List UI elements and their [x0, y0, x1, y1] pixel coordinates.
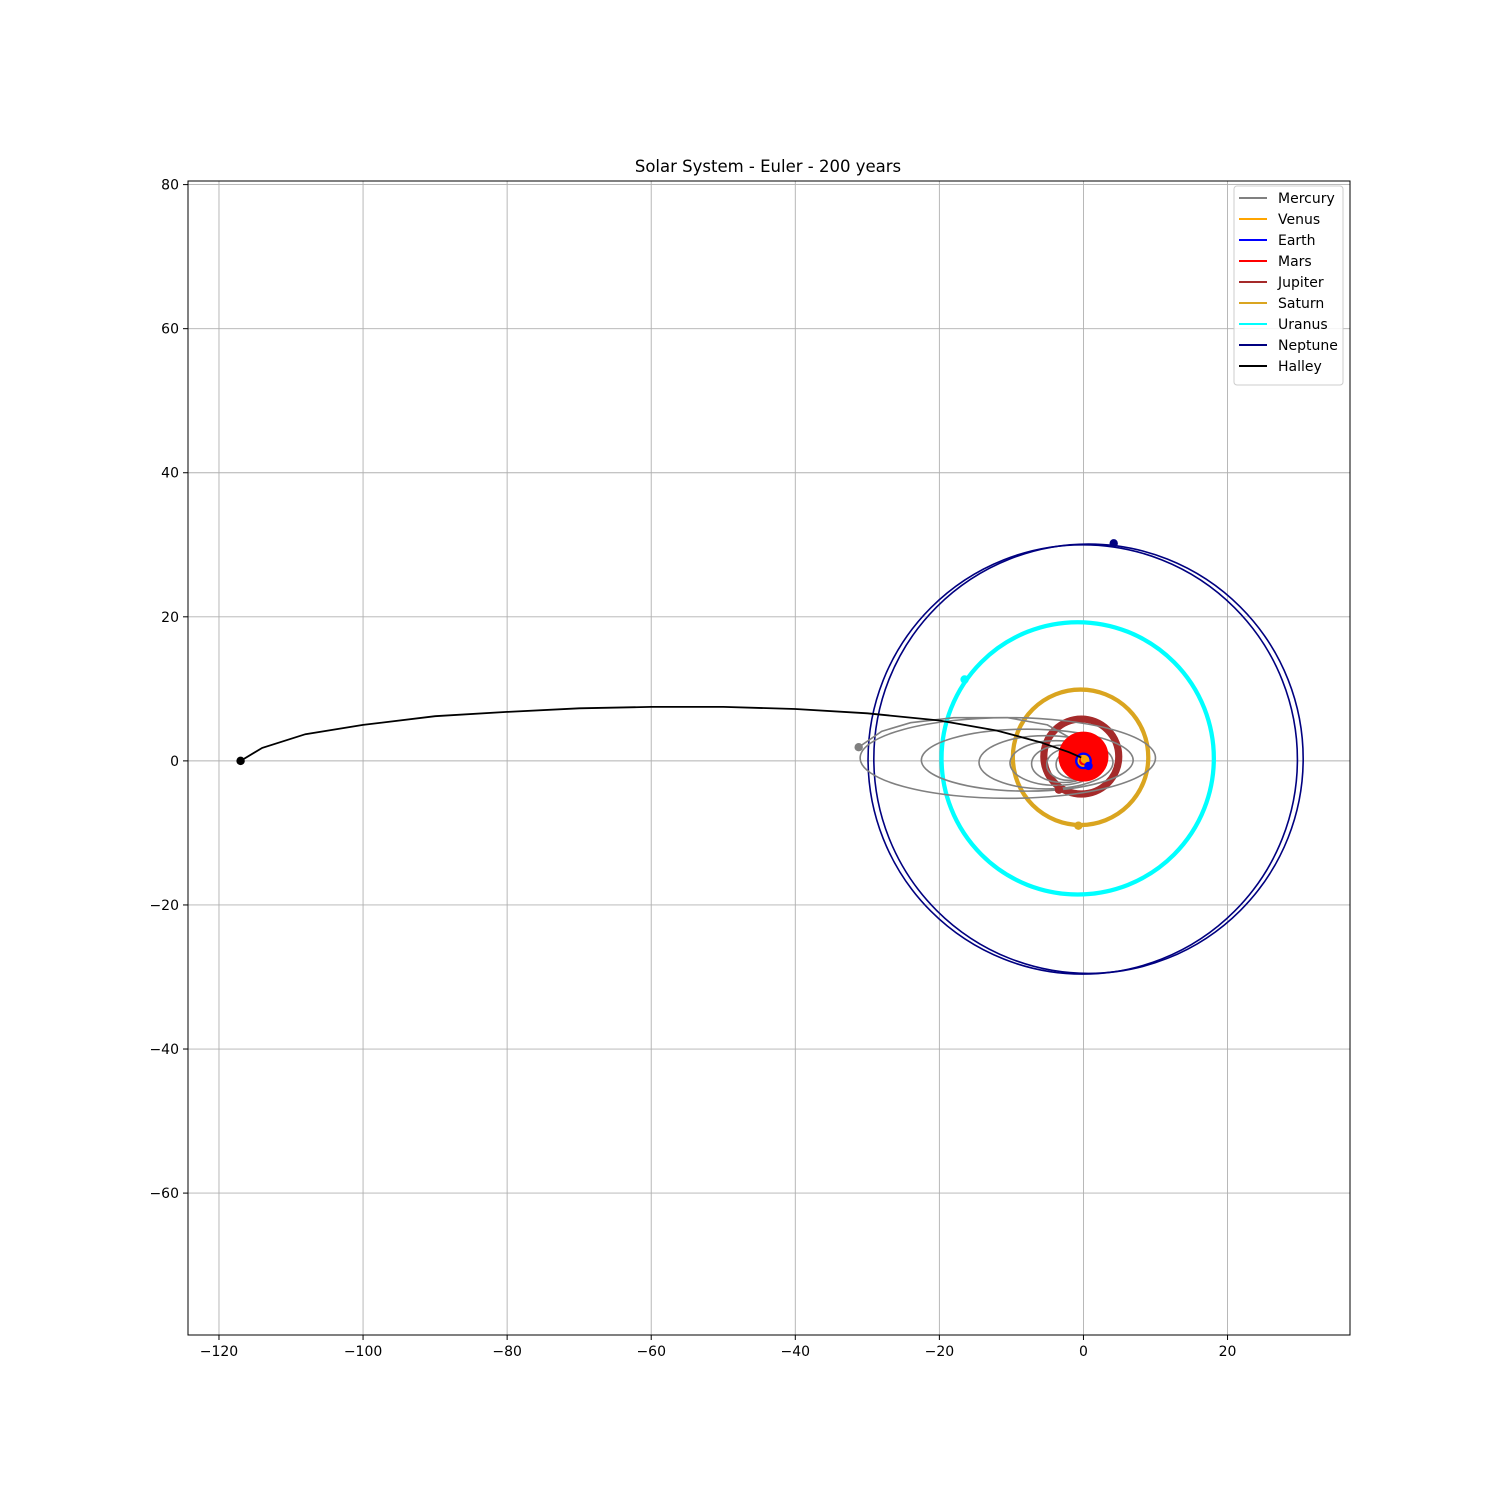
- legend-label-jupiter: Jupiter: [1277, 275, 1324, 291]
- mercury-orbit-loop: [920, 728, 1134, 792]
- x-tick-label: 0: [1079, 1344, 1088, 1360]
- mercury-marker: [854, 742, 863, 752]
- legend-label-mars: Mars: [1278, 254, 1312, 270]
- axes: −120 −100 −80 −60 −40 −20 0 20 −60 −40 −20 0 20 40 60 8…: [149, 178, 1351, 1360]
- legend-label-saturn: Saturn: [1278, 296, 1324, 312]
- jupiter-marker: [1054, 785, 1064, 794]
- x-tick-label: −100: [344, 1344, 382, 1360]
- legend-label-mercury: Mercury: [1278, 191, 1335, 207]
- legend-label-uranus: Uranus: [1278, 317, 1328, 333]
- y-tick-label: −40: [149, 1042, 179, 1058]
- y-tick-label: 40: [161, 466, 179, 482]
- jupiter-orbit-loop: [1040, 715, 1123, 798]
- jupiter-orbit-loop: [1046, 721, 1117, 792]
- x-tick-label: −20: [925, 1344, 955, 1360]
- uranus-marker: [960, 675, 969, 684]
- chart-title: Solar System - Euler - 200 years: [635, 157, 901, 176]
- y-tick-label: 60: [161, 322, 179, 338]
- halley-marker: [236, 756, 245, 766]
- mercury-orbit: [859, 716, 1157, 800]
- earth-orbit: [1075, 752, 1092, 770]
- legend-label-neptune: Neptune: [1278, 338, 1338, 354]
- earth-marker: [1084, 761, 1093, 771]
- jupiter-orbit-loop: [1043, 718, 1120, 795]
- y-tick-label: 20: [161, 610, 179, 626]
- halley-orbit: [240, 706, 1086, 762]
- x-tick-label: −40: [781, 1344, 811, 1360]
- x-tick-label: 20: [1219, 1344, 1237, 1360]
- legend-label-venus: Venus: [1278, 212, 1320, 228]
- neptune-marker: [1109, 539, 1118, 548]
- plot-area: [236, 539, 1304, 975]
- y-tick-label: −60: [149, 1186, 179, 1202]
- x-tick-label: −80: [492, 1344, 522, 1360]
- jupiter-orbit-loop: [1041, 716, 1122, 797]
- plot-frame: [187, 180, 1351, 1336]
- jupiter-orbit-loop: [1042, 717, 1121, 796]
- legend-box: [1233, 185, 1344, 386]
- grid-lines: [188, 181, 1350, 1335]
- legend-label-earth: Earth: [1278, 233, 1316, 249]
- neptune-orbit: [873, 543, 1304, 975]
- legend-label-halley: Halley: [1278, 359, 1322, 375]
- y-tick-label: −20: [149, 898, 179, 914]
- jupiter-orbit-loop: [1045, 720, 1118, 793]
- saturn-marker: [1074, 821, 1083, 830]
- y-tick-label: 0: [170, 754, 179, 770]
- uranus-orbit-loop: [939, 620, 1216, 897]
- venus-marker: [1080, 755, 1090, 764]
- uranus-orbit: [939, 620, 1216, 897]
- mars-marker: [1086, 738, 1095, 748]
- legend: Mercury Venus Earth Mars Jupiter Saturn Uranus…: [1233, 185, 1344, 386]
- mercury-orbit-loop: [978, 734, 1114, 790]
- x-tick-label: −120: [200, 1344, 238, 1360]
- y-tick-label: 80: [161, 178, 179, 194]
- x-tick-label: −60: [636, 1344, 666, 1360]
